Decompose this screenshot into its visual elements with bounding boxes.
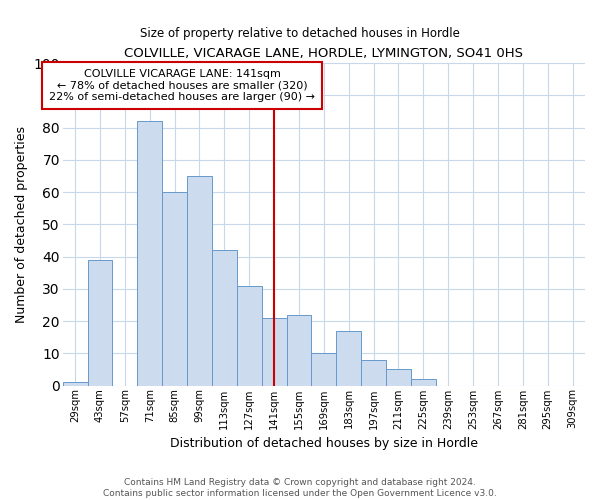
Bar bbox=[187, 176, 212, 386]
Title: COLVILLE, VICARAGE LANE, HORDLE, LYMINGTON, SO41 0HS: COLVILLE, VICARAGE LANE, HORDLE, LYMINGT… bbox=[124, 48, 523, 60]
Bar bbox=[386, 370, 411, 386]
Bar bbox=[88, 260, 112, 386]
Bar bbox=[287, 314, 311, 386]
X-axis label: Distribution of detached houses by size in Hordle: Distribution of detached houses by size … bbox=[170, 437, 478, 450]
Text: COLVILLE VICARAGE LANE: 141sqm
← 78% of detached houses are smaller (320)
22% of: COLVILLE VICARAGE LANE: 141sqm ← 78% of … bbox=[49, 69, 315, 102]
Bar bbox=[262, 318, 287, 386]
Bar bbox=[137, 121, 162, 386]
Bar bbox=[212, 250, 237, 386]
Text: Size of property relative to detached houses in Hordle: Size of property relative to detached ho… bbox=[140, 28, 460, 40]
Bar bbox=[336, 330, 361, 386]
Bar bbox=[237, 286, 262, 386]
Bar bbox=[411, 379, 436, 386]
Bar bbox=[162, 192, 187, 386]
Text: Contains HM Land Registry data © Crown copyright and database right 2024.
Contai: Contains HM Land Registry data © Crown c… bbox=[103, 478, 497, 498]
Bar bbox=[311, 354, 336, 386]
Y-axis label: Number of detached properties: Number of detached properties bbox=[15, 126, 28, 323]
Bar bbox=[63, 382, 88, 386]
Bar bbox=[361, 360, 386, 386]
